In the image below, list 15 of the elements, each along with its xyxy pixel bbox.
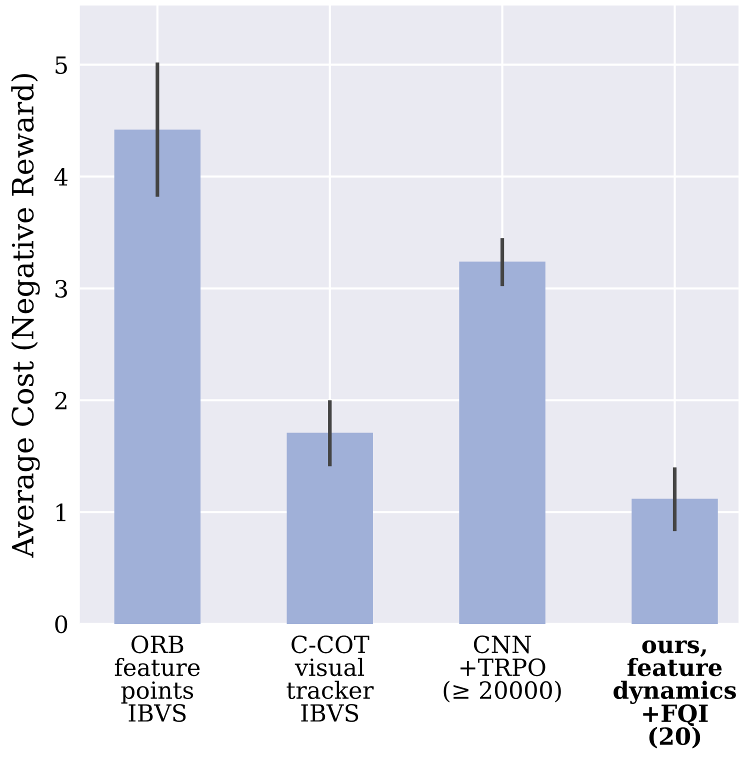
bar <box>114 130 201 624</box>
bar <box>459 262 546 624</box>
x-tick-label: ours, feature dynamics +FQI (20) <box>614 640 736 748</box>
x-tick-label: ORB feature points IBVS <box>114 635 200 722</box>
y-tick-label: 4 <box>54 168 68 186</box>
bar <box>632 498 718 624</box>
y-tick-label: 2 <box>55 392 66 410</box>
y-tick-label: 0 <box>55 615 68 634</box>
x-tick-label: CNN +TRPO (≥ 20000) <box>444 635 561 702</box>
y-tick-label: 3 <box>55 280 67 298</box>
bar <box>286 432 373 624</box>
x-tick-label: C-COT visual tracker IBVS <box>286 635 374 722</box>
y-tick-label: 5 <box>56 56 67 74</box>
y-tick-label: 1 <box>56 504 66 522</box>
y-axis-title: Average Cost (Negative Reward) <box>11 74 40 558</box>
